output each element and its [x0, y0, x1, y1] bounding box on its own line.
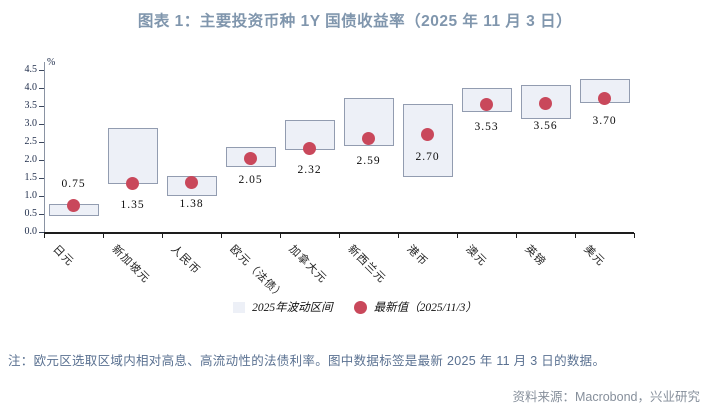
latest-value-dot — [244, 151, 257, 165]
y-axis-line — [44, 62, 45, 232]
data-label: 3.56 — [533, 119, 558, 132]
y-tick-mark — [39, 142, 44, 143]
range-legend-swatch — [233, 301, 246, 313]
x-axis-label: 新西兰元 — [344, 243, 388, 286]
x-axis-label: 欧元（法债） — [226, 243, 287, 303]
y-tick-mark — [39, 196, 44, 197]
latest-value-dot — [598, 92, 611, 106]
x-axis-label: 日元 — [49, 243, 76, 269]
latest-value-dot — [480, 98, 493, 112]
x-axis-label: 英镑 — [521, 243, 548, 269]
y-tick-label: 1.5 — [24, 172, 38, 183]
x-axis-label: 人民币 — [167, 243, 202, 278]
x-axis-label: 澳元 — [462, 243, 489, 269]
data-label: 3.70 — [592, 114, 617, 127]
x-tick-mark — [339, 233, 340, 238]
y-tick-label: 0.0 — [24, 226, 38, 237]
latest-value-dot — [126, 176, 139, 190]
y-tick-label: 4.0 — [24, 82, 38, 93]
data-label: 1.35 — [120, 199, 145, 212]
y-tick-label: 3.5 — [24, 100, 38, 111]
latest-value-dot — [303, 141, 316, 155]
x-tick-mark — [516, 233, 517, 238]
latest-value-dot — [185, 175, 198, 189]
chart-title: 图表 1：主要投资币种 1Y 国债收益率（2025 年 11 月 3 日） — [137, 13, 573, 30]
y-tick-label: 2.0 — [24, 154, 38, 165]
latest-value-dot — [362, 132, 375, 146]
x-axis-label: 港币 — [403, 243, 430, 269]
y-tick-mark — [39, 88, 44, 89]
y-tick-mark — [39, 106, 44, 107]
y-tick-mark — [39, 160, 44, 161]
y-tick-label: 0.5 — [24, 208, 38, 219]
range-box — [402, 104, 453, 177]
x-tick-mark — [575, 233, 576, 238]
chart-legend: 2025年波动区间 最新值（2025/11/3） — [0, 299, 710, 315]
chart-footnote: 注：欧元区选取区域内相对高息、高流动性的法债利率。图中数据标签是最新 2025 … — [8, 354, 606, 368]
x-tick-mark — [457, 233, 458, 238]
x-axis-label: 美元 — [580, 243, 607, 269]
plot-area: 0.0 0.5 1.0 1.5 2.0 2.5 3.0 3.5 4.0 4.5% 0.75 日元 1.3… — [24, 57, 635, 303]
dot-legend-label: 最新值（2025/11/3） — [373, 302, 477, 314]
latest-value-dot — [539, 97, 552, 111]
x-tick-mark — [634, 233, 635, 238]
x-axis-line — [44, 231, 634, 234]
y-tick-mark — [39, 232, 44, 233]
y-tick-mark — [39, 70, 44, 71]
x-axis-label: 新加坡元 — [108, 243, 152, 286]
y-tick-label: 1.0 — [24, 190, 38, 201]
x-tick-mark — [162, 233, 163, 238]
y-tick-mark — [39, 214, 44, 215]
y-tick-mark — [39, 124, 44, 125]
latest-value-dot — [421, 128, 434, 142]
x-tick-mark — [398, 233, 399, 238]
x-tick-mark — [280, 233, 281, 238]
range-box — [520, 84, 571, 119]
x-tick-mark — [44, 233, 45, 238]
x-axis-label: 加拿大元 — [285, 243, 329, 286]
x-tick-mark — [221, 233, 222, 238]
data-label: 1.38 — [179, 198, 204, 211]
y-tick-label: 3.0 — [24, 118, 38, 129]
data-label: 2.32 — [297, 164, 322, 177]
x-tick-mark — [103, 233, 104, 238]
y-tick-label: 4.5 — [24, 64, 38, 75]
data-source: 资料来源：Macrobond，兴业研究 — [512, 390, 700, 404]
latest-value-dot — [67, 198, 80, 212]
data-label: 3.53 — [474, 120, 499, 133]
data-label: 0.75 — [61, 178, 86, 190]
data-label: 2.70 — [415, 150, 440, 163]
dot-legend-swatch — [353, 300, 367, 314]
data-label: 2.05 — [238, 174, 263, 187]
data-label: 2.59 — [356, 154, 381, 167]
y-axis-unit-label: % — [47, 57, 56, 68]
range-legend-label: 2025年波动区间 — [252, 302, 333, 314]
y-tick-label: 2.5 — [24, 136, 38, 147]
y-tick-mark — [39, 178, 44, 179]
range-box — [107, 128, 158, 184]
